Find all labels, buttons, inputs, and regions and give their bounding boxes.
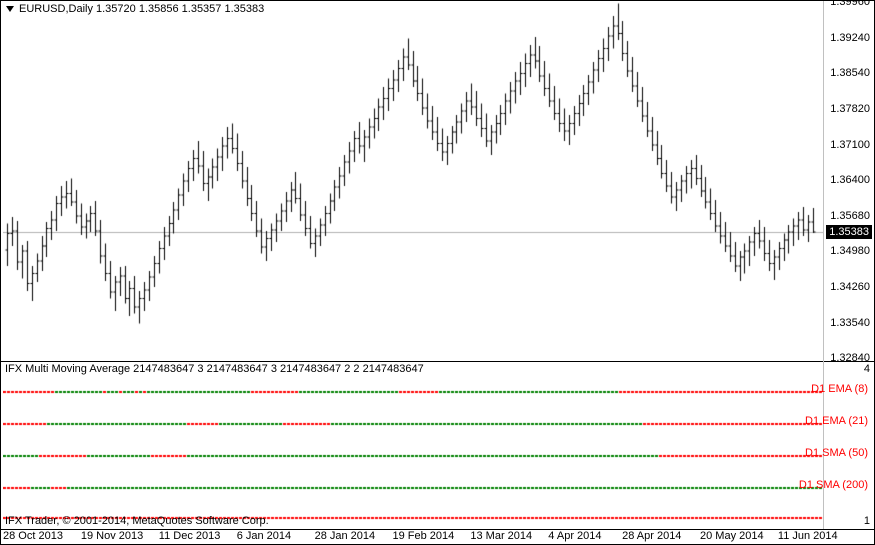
copyright-text: IFX Trader, © 2001-2014, MetaQuotes Soft… <box>5 515 269 527</box>
indicator-scale-top: 4 <box>864 363 870 375</box>
indicator-title: IFX Multi Moving Average 2147483647 3 21… <box>5 363 424 375</box>
time-xtick: 28 Apr 2014 <box>622 530 681 542</box>
price-ytick: 1.33540 <box>830 317 870 329</box>
price-ytick: 1.37100 <box>830 139 870 151</box>
time-xtick: 28 Oct 2013 <box>3 530 63 542</box>
indicator-canvas[interactable] <box>3 361 823 529</box>
price-ytick: 1.38540 <box>830 67 870 79</box>
indicator-row-label: D1 SMA (200) <box>799 479 868 491</box>
time-xtick: 11 Jun 2014 <box>778 530 838 542</box>
price-ytick: 1.34260 <box>830 281 870 293</box>
current-price-label: 1.35383 <box>826 225 872 239</box>
time-xtick: 6 Jan 2014 <box>237 530 291 542</box>
time-xtick: 19 Nov 2013 <box>81 530 143 542</box>
chart-title-bar[interactable]: EURUSD,Daily 1.35720 1.35856 1.35357 1.3… <box>5 3 264 15</box>
triangle-down-icon[interactable] <box>5 4 15 14</box>
indicator-row-label: D1 EMA (21) <box>805 415 868 427</box>
price-ytick: 1.36400 <box>830 174 870 186</box>
price-ytick: 1.39240 <box>830 32 870 44</box>
time-xtick: 11 Dec 2013 <box>159 530 221 542</box>
time-xtick: 20 May 2014 <box>700 530 764 542</box>
time-xtick: 28 Jan 2014 <box>315 530 376 542</box>
time-xtick: 4 Apr 2014 <box>548 530 601 542</box>
price-ytick: 1.39960 <box>830 0 870 8</box>
time-xtick: 19 Feb 2014 <box>393 530 455 542</box>
price-chart-canvas[interactable] <box>3 1 823 361</box>
price-ytick: 1.37820 <box>830 103 870 115</box>
price-ytick: 1.34980 <box>830 245 870 257</box>
price-ytick: 1.35680 <box>830 210 870 222</box>
indicator-row-label: D1 SMA (50) <box>805 447 868 459</box>
chart-frame: EURUSD,Daily 1.35720 1.35856 1.35357 1.3… <box>0 0 875 545</box>
indicator-scale-bottom: 1 <box>864 515 870 527</box>
chart-title-text: EURUSD,Daily 1.35720 1.35856 1.35357 1.3… <box>19 3 264 15</box>
indicator-row-label: D1 EMA (8) <box>811 383 868 395</box>
time-xtick: 13 Mar 2014 <box>470 530 532 542</box>
